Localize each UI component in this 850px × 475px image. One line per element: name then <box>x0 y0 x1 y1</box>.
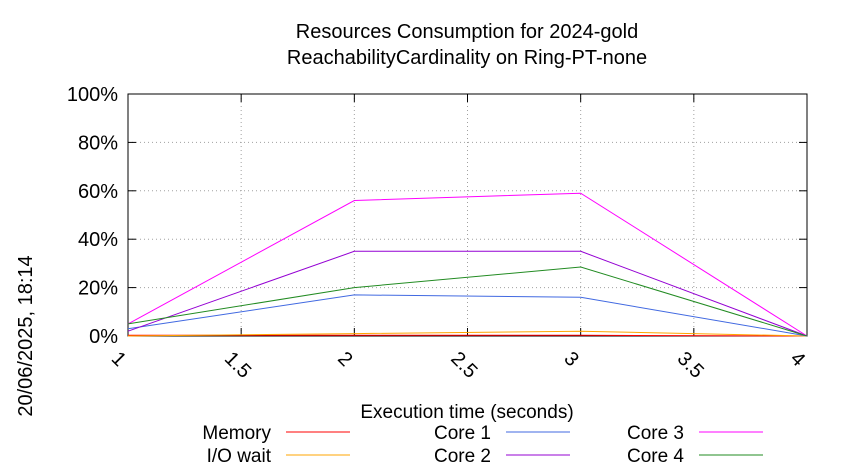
x-tick-label: 1 <box>107 348 130 371</box>
x-axis-label: Execution time (seconds) <box>360 402 573 423</box>
legend-label-core-1: Core 1 <box>434 423 491 444</box>
axis-ticks: 0% 20% 40% 60% 80% 100% 1 1.5 2 2.5 3 3.5 4 <box>67 84 809 383</box>
series-line-core-4 <box>127 266 808 337</box>
legend-label-core-4: Core 4 <box>627 446 684 467</box>
series-line-i-o-wait <box>127 330 808 337</box>
x-tick-label: 3 <box>560 348 583 371</box>
chart-subtitle: ReachabilityCardinality on Ring-PT-none <box>287 47 647 69</box>
series-line-core-2 <box>127 250 808 337</box>
y-tick-label: 0% <box>89 326 118 348</box>
series-lines <box>127 192 808 337</box>
y-tick-label: 100% <box>67 84 118 106</box>
x-tick-label: 2 <box>333 348 356 371</box>
x-tick-label: 3.5 <box>673 348 708 383</box>
legend-label-core-2: Core 2 <box>434 446 491 467</box>
x-tick-label: 4 <box>786 348 809 371</box>
timestamp-label: 20/06/2025, 18:14 <box>15 255 37 416</box>
grid-lines <box>128 94 807 336</box>
legend-label-core-3: Core 3 <box>627 423 684 444</box>
series-line-core-1 <box>127 294 808 337</box>
legend-label-memory: Memory <box>202 423 271 444</box>
y-tick-label: 60% <box>78 181 118 203</box>
chart-title: Resources Consumption for 2024-gold <box>296 21 638 43</box>
y-tick-label: 40% <box>78 229 118 251</box>
y-tick-label: 80% <box>78 132 118 154</box>
series-line-core-3 <box>127 192 808 337</box>
legend-label-i-o-wait: I/O wait <box>207 446 272 467</box>
x-tick-label: 2.5 <box>446 348 481 383</box>
x-tick-label: 1.5 <box>220 348 255 383</box>
y-tick-label: 20% <box>78 278 118 300</box>
